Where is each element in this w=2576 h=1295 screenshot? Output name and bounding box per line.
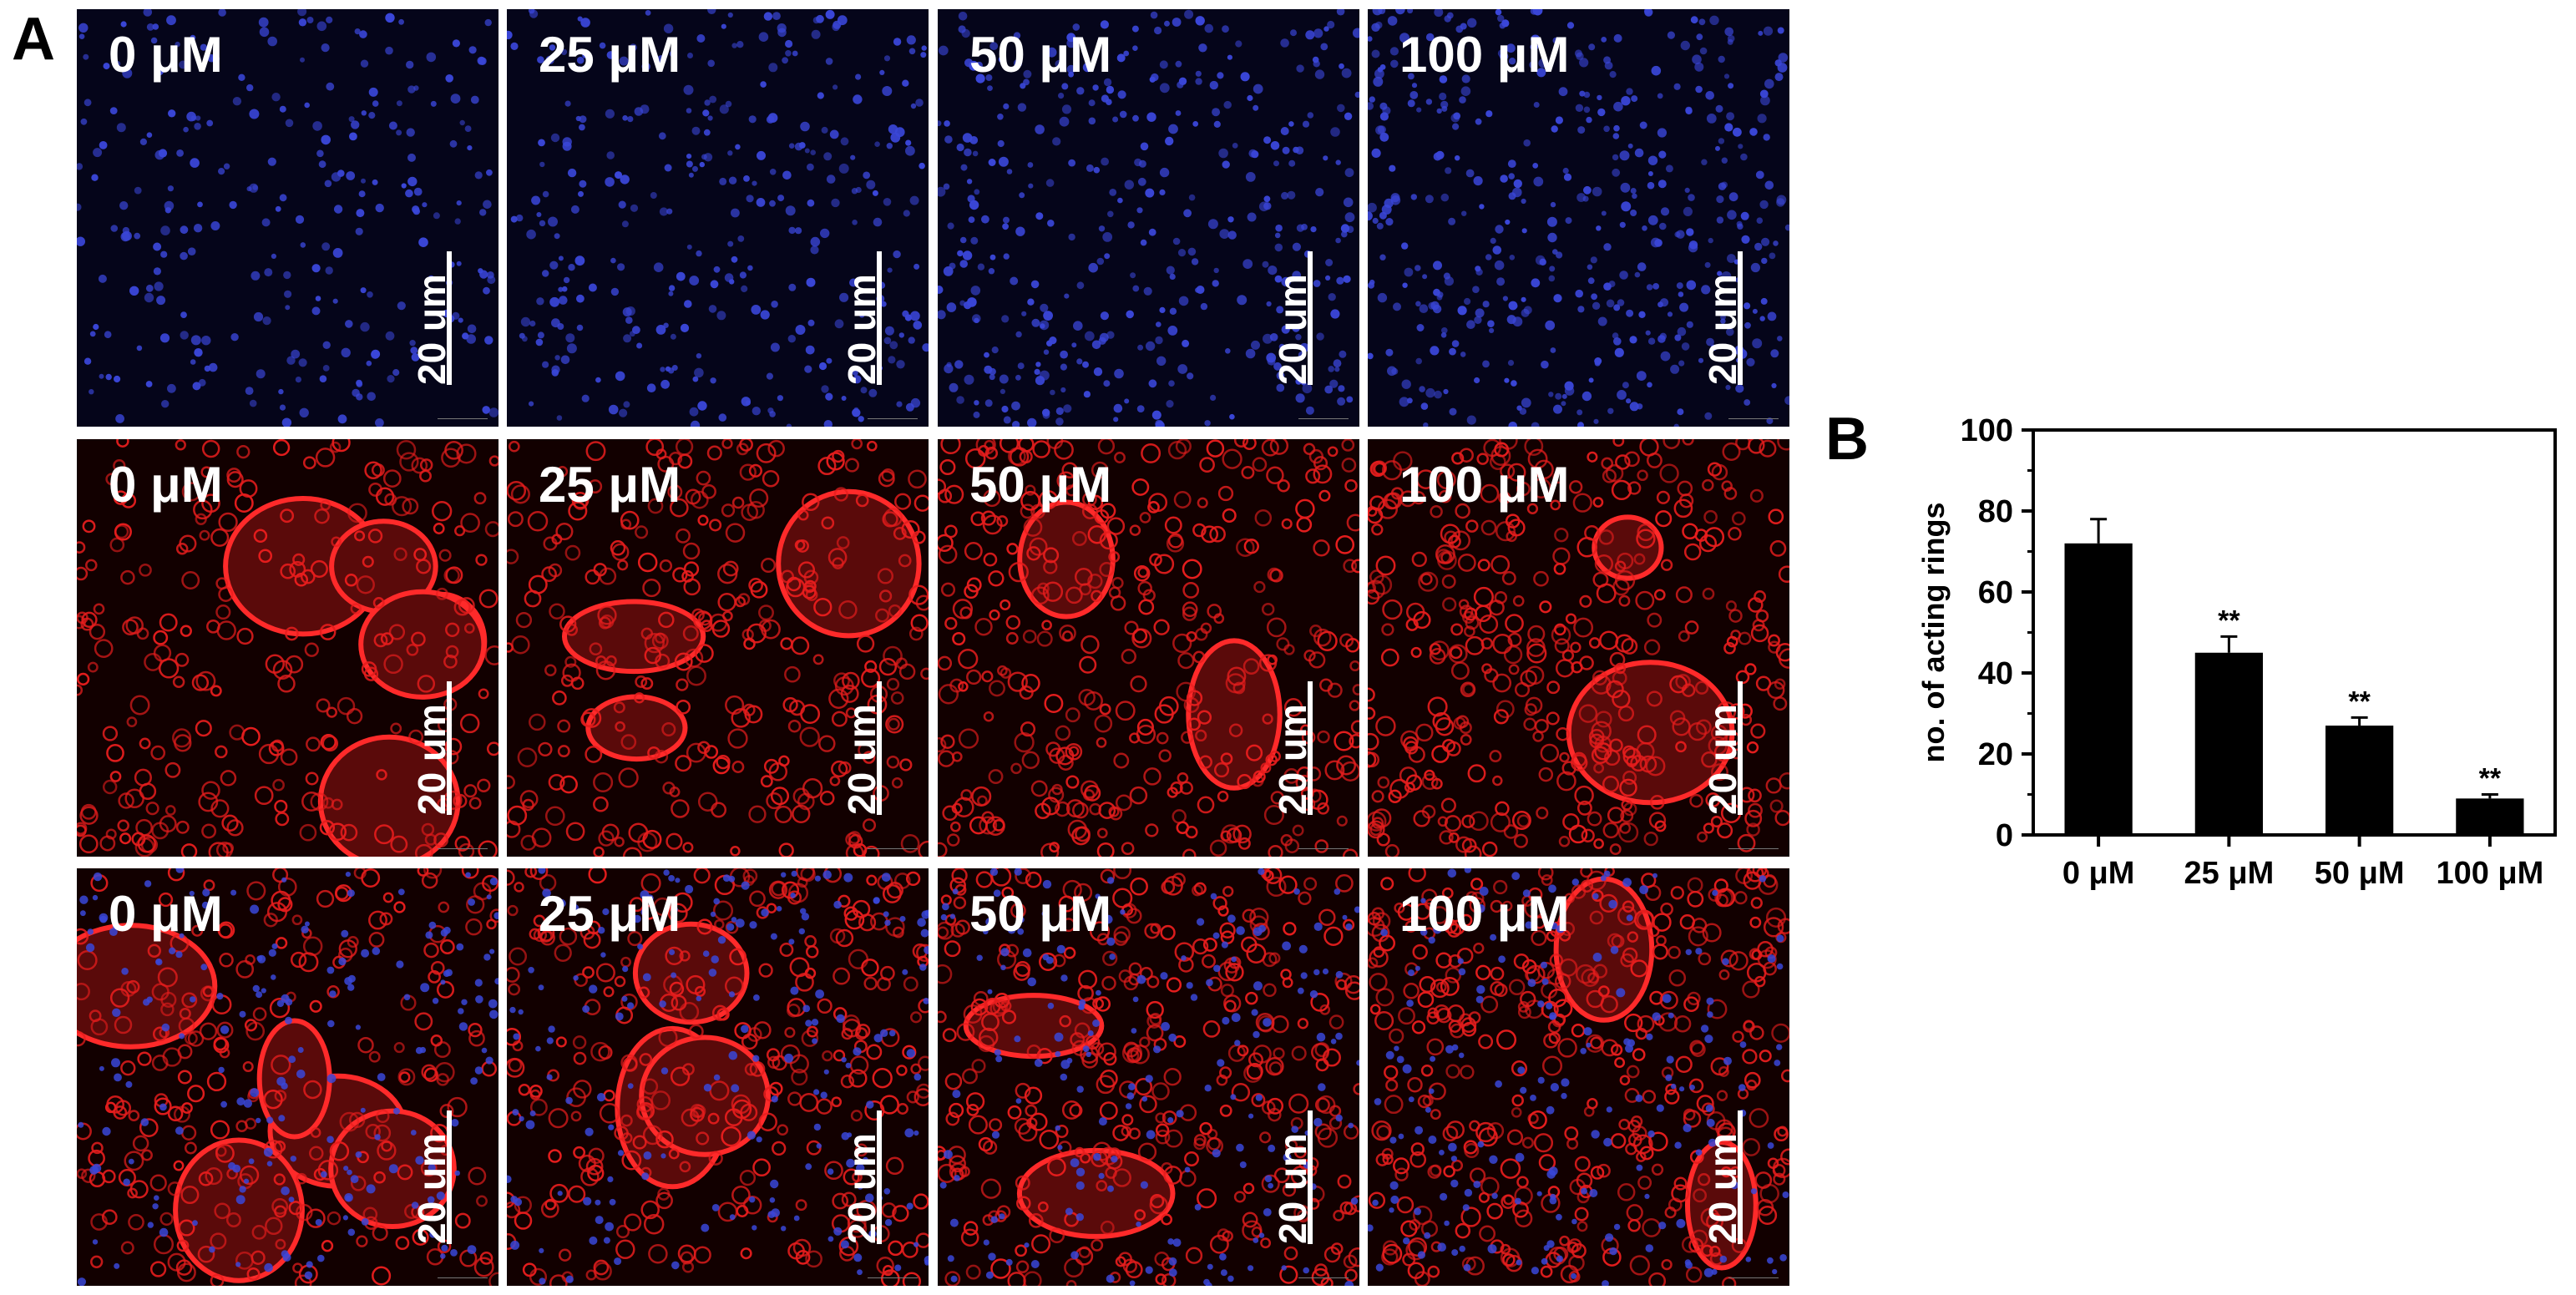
scale-bar bbox=[877, 681, 882, 815]
micrograph-grid: 0 μM 20 um 25 μM 20 um 50 μM 20 um 100 μM 20 um… bbox=[77, 9, 1789, 1286]
scale-bar-label: 20 um bbox=[840, 274, 883, 385]
embedded-scale-bar bbox=[1298, 1277, 1349, 1283]
bar bbox=[2194, 652, 2263, 835]
concentration-label: 50 μM bbox=[969, 27, 1112, 83]
scale-bar-label: 20 um bbox=[1271, 274, 1314, 385]
scale-bar-label: 20 um bbox=[410, 274, 453, 385]
scale-bar-label: 20 um bbox=[1271, 1133, 1314, 1244]
concentration-label: 50 μM bbox=[969, 457, 1112, 513]
micrograph-merge-0: 0 μM 20 um bbox=[77, 868, 498, 1286]
micrograph-actin-2: 50 μM 20 um bbox=[938, 439, 1359, 857]
scale-bar bbox=[447, 681, 452, 815]
micrograph-actin-1: 25 μM 20 um bbox=[507, 439, 929, 857]
micrograph-image bbox=[938, 439, 1359, 857]
scale-bar bbox=[1308, 681, 1313, 815]
scale-bar bbox=[877, 1110, 882, 1244]
micrograph-image bbox=[507, 9, 929, 427]
bar bbox=[2456, 798, 2524, 835]
embedded-scale-bar bbox=[1728, 418, 1779, 424]
bar-chart: 0 20 40 60 80 100 0 μM ** 25 μM ** 50 μM ** 100 μM no… bbox=[1916, 413, 2557, 891]
bar bbox=[2064, 543, 2133, 835]
micrograph-image bbox=[938, 9, 1359, 427]
scale-bar bbox=[447, 1110, 452, 1244]
concentration-label: 25 μM bbox=[539, 27, 681, 83]
embedded-scale-bar bbox=[1298, 418, 1349, 424]
micrograph-nuclei-3: 100 μM 20 um bbox=[1368, 9, 1789, 427]
concentration-label: 100 μM bbox=[1399, 886, 1570, 942]
panel-a-letter: A bbox=[12, 6, 55, 73]
concentration-label: 100 μM bbox=[1399, 457, 1570, 513]
scale-bar-label: 20 um bbox=[1701, 274, 1744, 385]
micrograph-image bbox=[77, 9, 498, 427]
micrograph-image bbox=[1368, 439, 1789, 857]
micrograph-image bbox=[77, 439, 498, 857]
y-axis-label: no. of acting rings bbox=[1916, 503, 1951, 763]
micrograph-merge-3: 100 μM 20 um bbox=[1368, 868, 1789, 1286]
significance-label: ** bbox=[2479, 763, 2502, 795]
micrograph-merge-2: 50 μM 20 um bbox=[938, 868, 1359, 1286]
x-tick-label: 25 μM bbox=[2184, 856, 2275, 891]
concentration-label: 25 μM bbox=[539, 457, 681, 513]
scale-bar-label: 20 um bbox=[1271, 704, 1314, 815]
embedded-scale-bar bbox=[1298, 848, 1349, 854]
y-tick-label: 20 bbox=[1978, 737, 2013, 772]
embedded-scale-bar bbox=[438, 848, 488, 854]
micrograph-image bbox=[1368, 868, 1789, 1286]
micrograph-image bbox=[507, 868, 929, 1286]
scale-bar-label: 20 um bbox=[1701, 1133, 1744, 1244]
micrograph-nuclei-2: 50 μM 20 um bbox=[938, 9, 1359, 427]
micrograph-nuclei-0: 0 μM 20 um bbox=[77, 9, 498, 427]
embedded-scale-bar bbox=[868, 1277, 918, 1283]
micrograph-image bbox=[77, 868, 498, 1286]
panel-b-letter: B bbox=[1825, 406, 1869, 473]
x-tick-label: 100 μM bbox=[2436, 856, 2543, 891]
scale-bar bbox=[1738, 1110, 1743, 1244]
scale-bar-label: 20 um bbox=[1701, 704, 1744, 815]
concentration-label: 0 μM bbox=[109, 457, 223, 513]
concentration-label: 100 μM bbox=[1399, 27, 1570, 83]
concentration-label: 50 μM bbox=[969, 886, 1112, 942]
micrograph-nuclei-1: 25 μM 20 um bbox=[507, 9, 929, 427]
significance-label: ** bbox=[2218, 605, 2240, 636]
significance-label: ** bbox=[2348, 685, 2371, 717]
micrograph-merge-1: 25 μM 20 um bbox=[507, 868, 929, 1286]
embedded-scale-bar bbox=[868, 848, 918, 854]
y-tick-label: 100 bbox=[1961, 413, 2013, 448]
scale-bar-label: 20 um bbox=[840, 1133, 883, 1244]
micrograph-actin-0: 0 μM 20 um bbox=[77, 439, 498, 857]
concentration-label: 0 μM bbox=[109, 27, 223, 83]
scale-bar-label: 20 um bbox=[410, 1133, 453, 1244]
scale-bar bbox=[1308, 251, 1313, 385]
y-tick-label: 60 bbox=[1978, 575, 2013, 610]
y-tick-label: 80 bbox=[1978, 494, 2013, 529]
micrograph-image bbox=[507, 439, 929, 857]
scale-bar-label: 20 um bbox=[840, 704, 883, 815]
embedded-scale-bar bbox=[438, 1277, 488, 1283]
embedded-scale-bar bbox=[1728, 848, 1779, 854]
micrograph-actin-3: 100 μM 20 um bbox=[1368, 439, 1789, 857]
embedded-scale-bar bbox=[1728, 1277, 1779, 1283]
micrograph-image bbox=[938, 868, 1359, 1286]
scale-bar bbox=[1738, 681, 1743, 815]
scale-bar bbox=[1738, 251, 1743, 385]
scale-bar bbox=[447, 251, 452, 385]
y-tick-label: 0 bbox=[1996, 818, 2013, 853]
y-tick-label: 40 bbox=[1978, 656, 2013, 691]
x-tick-label: 0 μM bbox=[2062, 856, 2135, 891]
scale-bar-label: 20 um bbox=[410, 704, 453, 815]
scale-bar bbox=[1308, 1110, 1313, 1244]
micrograph-image bbox=[1368, 9, 1789, 427]
x-tick-label: 50 μM bbox=[2315, 856, 2405, 891]
bar bbox=[2325, 726, 2394, 835]
embedded-scale-bar bbox=[438, 418, 488, 424]
concentration-label: 0 μM bbox=[109, 886, 223, 942]
concentration-label: 25 μM bbox=[539, 886, 681, 942]
scale-bar bbox=[877, 251, 882, 385]
embedded-scale-bar bbox=[868, 418, 918, 424]
plot-frame bbox=[2032, 428, 2557, 837]
